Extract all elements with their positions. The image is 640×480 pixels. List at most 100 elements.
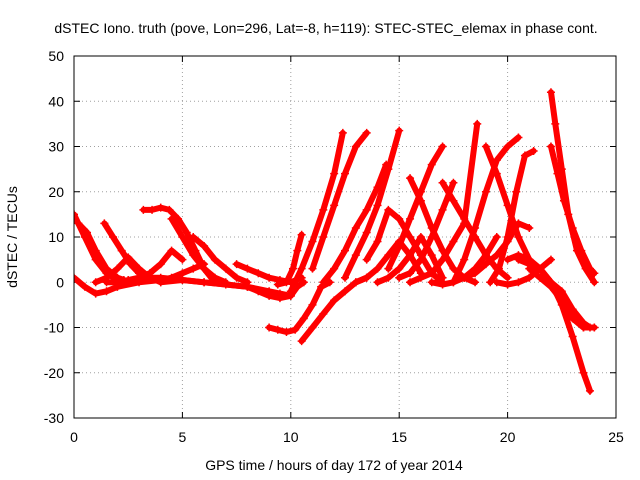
y-tick-label: 40 [48,93,64,109]
data-point [265,291,274,300]
x-tick-label: 15 [391,429,407,445]
data-point [254,287,263,296]
y-tick-label: 30 [48,139,64,155]
data-point [319,278,328,287]
data-point [200,278,209,287]
x-tick-label: 0 [70,429,78,445]
data-point [525,273,534,282]
x-tick-label: 25 [608,429,624,445]
data-point [460,214,469,223]
data-point [525,223,534,232]
data-point [512,187,521,196]
y-tick-label: 50 [48,48,64,64]
data-point [362,128,371,137]
data-point [275,294,284,303]
data-point [167,214,176,223]
data-point [427,223,436,232]
data-point [449,178,458,187]
data-point [221,264,230,273]
data-point [330,169,339,178]
data-point [178,233,187,241]
data-point [438,178,447,187]
data-point [546,88,555,97]
data-point [362,255,371,264]
data-point [579,318,588,327]
data-point [299,278,308,287]
data-point [460,255,469,264]
data-point [416,273,425,282]
data-point [449,278,458,287]
data-point [520,151,529,160]
data-point [265,323,274,332]
data-point [551,119,560,128]
data-point [351,142,360,151]
data-point [83,228,92,237]
data-point [427,251,436,260]
data-point [585,386,594,395]
data-point [492,251,501,260]
data-point [384,273,393,282]
data-point [362,273,371,282]
data-point [503,273,512,282]
series-track [385,143,446,272]
data-point [546,142,555,151]
data-point [373,237,382,246]
data-point [449,237,458,246]
data-point [395,126,404,135]
y-tick-label: 0 [56,274,64,290]
y-tick-label: -20 [44,365,64,381]
data-point [503,280,512,289]
data-point [273,325,282,334]
data-point [525,264,534,273]
data-point [351,278,360,287]
data-point [481,187,490,196]
data-point [135,273,144,282]
data-point [232,273,241,282]
data-point [102,287,111,296]
series-31 [449,133,523,287]
data-point [330,201,339,210]
data-point [416,255,425,264]
data-point [494,264,503,273]
series-39 [536,273,594,332]
data-point [200,242,209,251]
data-point [416,233,425,241]
data-point [221,280,230,289]
data-point [189,251,198,260]
series-17 [286,128,347,296]
data-point [351,223,360,232]
data-point [438,255,447,264]
data-point [503,255,512,264]
data-point [579,368,588,377]
y-tick-label: 20 [48,184,64,200]
data-point [182,228,191,237]
data-point [438,280,447,289]
data-point [297,264,306,273]
data-point [416,196,425,205]
data-point [308,300,317,309]
data-point [438,273,447,282]
data-point [492,169,501,178]
x-axis-label: GPS time / hours of day 172 of year 2014 [205,457,463,473]
data-point [330,296,339,305]
data-point [74,210,78,219]
data-point [139,205,148,214]
data-point [308,237,317,246]
data-point [546,255,555,264]
y-tick-label: -30 [44,410,64,426]
data-point [80,282,89,291]
data-point [568,314,577,323]
data-point [232,260,241,269]
y-tick-label: 10 [48,229,64,245]
data-point [286,287,295,296]
data-point [308,264,317,273]
data-point [341,273,349,282]
data-point [297,337,306,346]
data-point [373,278,382,287]
data-point [406,174,415,183]
series-16 [273,230,306,289]
data-point [536,273,545,282]
chart-title: dSTEC Iono. truth (pove, Lon=296, Lat=-8… [54,20,597,36]
data-point [395,273,404,282]
data-point [282,278,291,287]
